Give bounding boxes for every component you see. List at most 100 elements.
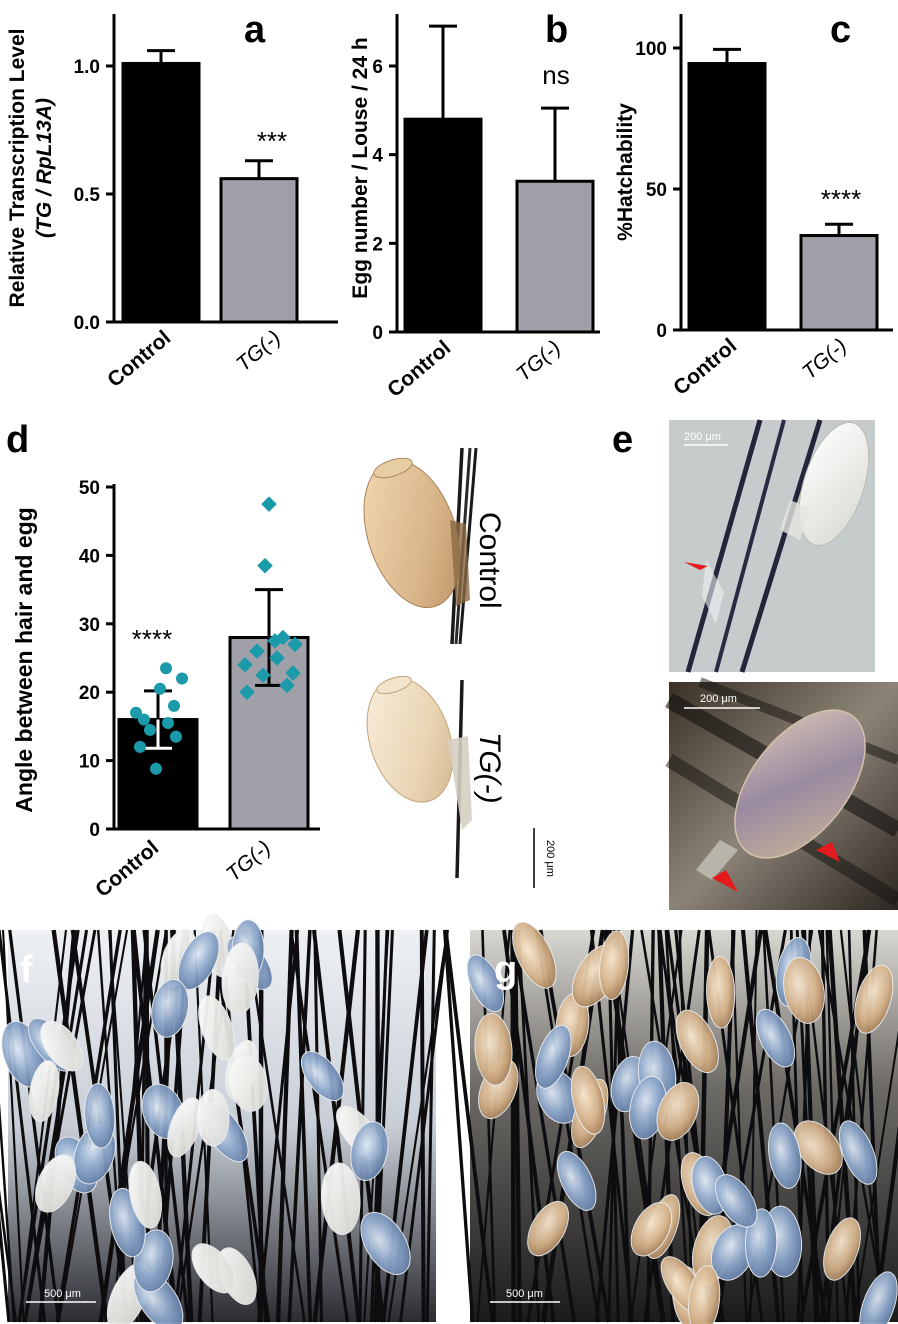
photo-e-bottom-arrowhead-left	[712, 870, 738, 892]
chart-b-category-control: Control	[383, 336, 455, 402]
louse-egg	[35, 1154, 77, 1213]
louse-egg	[221, 942, 259, 1015]
chart-b-ticks: 0 2 4 6	[372, 57, 397, 344]
chart-d-point-tg	[237, 657, 253, 673]
chart-a-bars	[121, 49, 299, 324]
chart-c-bar-tg	[799, 234, 879, 332]
louse-egg	[675, 1009, 719, 1074]
louse-egg	[28, 1060, 60, 1122]
photo-g: g 500 μm	[442, 921, 898, 1324]
chart-c: 0 50 100 c **** %Hatchability Control TG(-…	[614, 9, 893, 400]
chart-d-point-control	[162, 716, 174, 729]
photo-e-bottom-scale-text: 200 μm	[700, 693, 737, 705]
chart-b-bar-control	[403, 117, 483, 334]
louse-egg	[599, 930, 630, 1001]
chart-b-tick-label: 0	[372, 323, 383, 344]
chart-d-tick-label: 30	[79, 615, 100, 636]
louse-egg	[838, 1120, 878, 1185]
hair-strand	[108, 929, 128, 1323]
louse-egg	[300, 1051, 345, 1102]
chart-b: 0 2 4 6 b ns Egg number / Louse / 24 h Cont…	[349, 9, 600, 402]
louse-egg	[768, 1122, 802, 1189]
louse-egg	[793, 1120, 843, 1175]
hair-strand	[512, 929, 522, 1323]
photo-e-top-scale-text: 200 μm	[684, 431, 721, 443]
chart-d-tick-label: 20	[79, 683, 100, 704]
louse-egg	[198, 995, 236, 1061]
louse-egg	[656, 1082, 700, 1141]
chart-b-tick-label: 4	[372, 146, 383, 167]
chart-d-ylabel: Angle between hair and egg	[11, 507, 37, 812]
chart-c-tick-label: 100	[635, 39, 667, 60]
hair-strand	[535, 929, 600, 1323]
chart-a-ylabel-line2: (TG / RpL13A)	[33, 98, 56, 238]
louse-egg	[360, 1211, 411, 1275]
chart-d-tick-label: 50	[79, 478, 100, 499]
hair-strand	[256, 929, 300, 1323]
chart-a-bar-tg	[219, 177, 299, 324]
photo-d-control-label: Control	[473, 512, 506, 609]
chart-b-ylabel: Egg number / Louse / 24 h	[349, 37, 372, 298]
hair-strand	[442, 929, 475, 1323]
chart-d-point-control	[144, 723, 156, 736]
louse-egg	[715, 1174, 758, 1228]
chart-c-category-control: Control	[669, 334, 741, 400]
photo-d-tg-egg	[366, 675, 472, 879]
chart-d-ticks: 0 10 20 30 40 50	[79, 478, 114, 841]
chart-a-bar-control	[121, 61, 201, 324]
chart-d-point-tg	[257, 557, 273, 574]
photo-g-eggs	[466, 921, 898, 1324]
chart-b-bars	[403, 24, 595, 334]
photo-d-tg-label: TG(-)	[473, 732, 506, 804]
chart-d: 0 10 20 30 40 50 d **** Angle between hair an…	[6, 419, 320, 902]
hair-strand	[244, 929, 306, 1323]
chart-d-tick-label: 40	[79, 546, 100, 567]
chart-d-point-tg	[261, 496, 277, 512]
chart-a-tick-label: 1.0	[74, 57, 100, 78]
chart-a-ticks: 0.0 0.5 1.0	[74, 57, 114, 334]
hair-strand	[443, 929, 495, 1323]
photo-e-top: 200 μm	[669, 419, 875, 673]
hair-strand	[476, 929, 511, 1323]
hair-strand	[852, 1030, 898, 1323]
louse-egg	[191, 1243, 236, 1294]
hair-strand	[211, 929, 271, 1323]
chart-d-point-control	[130, 706, 142, 719]
louse-egg	[512, 921, 557, 989]
louse-egg	[706, 955, 736, 1029]
hair-strand	[0, 1214, 11, 1323]
louse-egg	[320, 1162, 361, 1235]
chart-c-ticks: 0 50 100	[635, 39, 681, 342]
chart-a-category-tg: TG(-)	[232, 326, 285, 376]
hair-strand	[8, 929, 61, 1323]
photo-e-bottom: 200 μm	[665, 677, 898, 910]
photo-e-bottom-arrowhead-right	[816, 842, 840, 862]
photo-f-eggs	[1, 914, 411, 1324]
photo-f: f 500 μm	[0, 914, 449, 1324]
louse-egg	[84, 1083, 116, 1149]
chart-b-tick-label: 6	[372, 57, 383, 78]
chart-d-tick-label: 10	[79, 752, 100, 773]
hair-strand	[425, 929, 436, 1323]
hair-strand	[0, 1102, 16, 1323]
chart-b-tick-label: 2	[372, 234, 383, 255]
louse-egg	[755, 1008, 796, 1068]
chart-b-panel-letter: b	[545, 9, 568, 51]
chart-c-category-tg: TG(-)	[798, 334, 851, 384]
chart-d-bars	[117, 588, 310, 831]
chart-c-tick-label: 0	[656, 321, 667, 342]
louse-egg	[630, 1202, 673, 1257]
chart-d-category-control: Control	[91, 836, 163, 902]
chart-d-point-control	[176, 672, 188, 685]
chart-d-point-control	[138, 713, 150, 726]
hair-strand	[17, 929, 80, 1323]
chart-a-panel-letter: a	[244, 9, 266, 51]
chart-d-category-tg: TG(-)	[222, 836, 275, 886]
louse-egg	[228, 1054, 268, 1112]
hair-strand	[517, 929, 541, 1323]
louse-egg	[466, 954, 505, 1013]
photo-d: Control TG(-) 200 μm	[363, 447, 556, 888]
hair-strand	[23, 929, 97, 1323]
chart-d-point-control	[154, 682, 166, 695]
chart-a-tick-label: 0.5	[74, 185, 101, 206]
